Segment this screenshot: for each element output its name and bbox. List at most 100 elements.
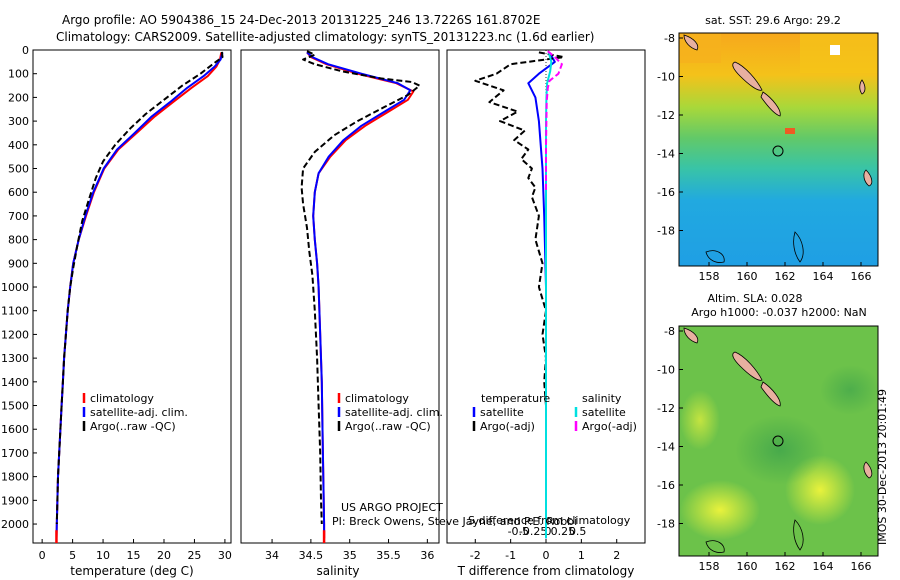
series-line [55,52,224,539]
y-tick-label: 200 [8,91,29,104]
sla-map-title: Altim. SLA: 0.028 [707,292,802,305]
legend-label-climatology: climatology [345,392,409,405]
y-tick-label: 2000 [1,518,29,531]
map-x-tick-label: 166 [851,560,872,573]
legend-label-s-satellite: satellite [582,406,626,419]
map-y-tick-label: -18 [657,518,675,531]
sst-map-title: sat. SST: 29.6 Argo: 29.2 [705,14,841,27]
y-tick-label: 500 [8,163,29,176]
island-icon [683,34,699,51]
sst-map-axes: 158 160 162 164 166 -8 -10 -12 -14 -16 -18 [657,32,871,283]
series-line [55,51,224,525]
map-x-tick-label: 158 [699,560,720,573]
temperature-panel-frame [32,49,232,544]
y-tick-label: 400 [8,139,29,152]
reef-contour [793,231,804,263]
y-tick-label: 1300 [1,352,29,365]
salinity-chart: 34 34.5 35 35.5 36 [265,50,434,562]
difference-chart: -2 -1 0 1 2-0.5-0.250 0.250.5 [470,50,620,562]
island-icon [760,91,781,117]
header-line2: Climatology: CARS2009. Satellite-adjuste… [56,30,594,44]
temperature-chart: 0 5 10 15 20 25 300100200300400500600700800900… [1,44,232,562]
x-tick-label: 34.5 [299,549,324,562]
map-x-tick-label: 162 [775,270,796,283]
map-y-tick-label: -8 [664,32,675,45]
island-icon [732,61,763,91]
datestamp: IMOS 30-Dec-2013 20:01:49 [876,389,889,545]
x-tick-label: 1 [578,549,585,562]
map-y-tick-label: -16 [657,186,675,199]
island-icon [732,351,763,381]
x-tick-label: 2 [613,549,620,562]
sla-high-anomaly [680,480,760,540]
legend-label-satellite: satellite-adj. clim. [345,406,443,419]
x-tick-label: 0 [39,549,46,562]
y-tick-label: 0 [22,44,29,57]
x-tick-label: 30 [218,549,232,562]
y-tick-label: 1800 [1,471,29,484]
x-tick-label: 0 [543,549,550,562]
y-tick-label: 100 [8,68,29,81]
x-tick-label: 36 [420,549,434,562]
s-tick-label: 0 [545,525,552,538]
map-x-tick-label: 158 [699,270,720,283]
series-line [545,50,563,193]
island-icon [760,381,781,407]
x-tick-label: 35.5 [376,549,401,562]
map-y-tick-label: -8 [664,325,675,338]
series-line [306,51,412,539]
temperature-legend: climatology satellite-adj. clim. Argo(..… [82,392,188,433]
y-tick-label: 1200 [1,328,29,341]
y-tick-label: 1100 [1,305,29,318]
s-tick-label: 0.25 [551,525,576,538]
x-tick-label: 35 [343,549,357,562]
map-y-tick-label: -18 [657,225,675,238]
y-tick-label: 1500 [1,400,29,413]
x-tick-label: 5 [69,549,76,562]
island-icon [863,461,873,479]
sst-map [678,32,879,267]
legend-label-argo: Argo(..raw -QC) [90,420,176,433]
legend-label-satellite: satellite-adj. clim. [90,406,188,419]
series-line [55,52,223,539]
island-icon [859,79,866,95]
sla-low-anomaly [735,415,825,485]
sla-map-frame [678,325,879,557]
header-line1: Argo profile: AO 5904386_15 24-Dec-2013 … [62,13,540,27]
y-tick-label: 300 [8,115,29,128]
y-tick-label: 800 [8,234,29,247]
argo-float-marker [772,145,784,157]
x-tick-label: -2 [470,549,481,562]
map-x-tick-label: 162 [775,560,796,573]
x-tick-label: -1 [505,549,516,562]
y-tick-label: 1900 [1,494,29,507]
s-tick-label: -0.25 [519,525,547,538]
y-tick-label: 700 [8,210,29,223]
y-tick-label: 1000 [1,281,29,294]
x-tick-label: 34 [265,549,279,562]
legend-label-s-argo: Argo(-adj) [582,420,637,433]
map-y-tick-label: -12 [657,402,675,415]
map-y-tick-label: -14 [657,148,675,161]
reef-contour [705,250,725,263]
y-tick-label: 1400 [1,376,29,389]
argo-float-marker [772,435,784,447]
sla-map-axes: 158 160 162 164 166 -8 -10 -12 -14 -16 -18 [657,325,871,573]
map-y-tick-label: -16 [657,479,675,492]
difference-legend: temperature salinity satellite Argo(-adj… [472,392,637,433]
y-tick-label: 600 [8,186,29,199]
sst-hot-pixel [785,128,795,134]
map-x-tick-label: 160 [737,560,758,573]
salinity-panel-frame [240,49,440,544]
salinity-xlabel: salinity [316,564,359,578]
x-tick-label: 15 [127,549,141,562]
legend-group-salinity: salinity [582,392,622,405]
x-tick-label: 20 [157,549,171,562]
x-tick-label: 25 [187,549,201,562]
s-tick-label: 0.5 [569,525,587,538]
series-line [527,51,556,539]
temperature-xlabel: temperature (deg C) [70,564,193,578]
map-x-tick-label: 166 [851,270,872,283]
legend-label-t-argo: Argo(-adj) [480,420,535,433]
